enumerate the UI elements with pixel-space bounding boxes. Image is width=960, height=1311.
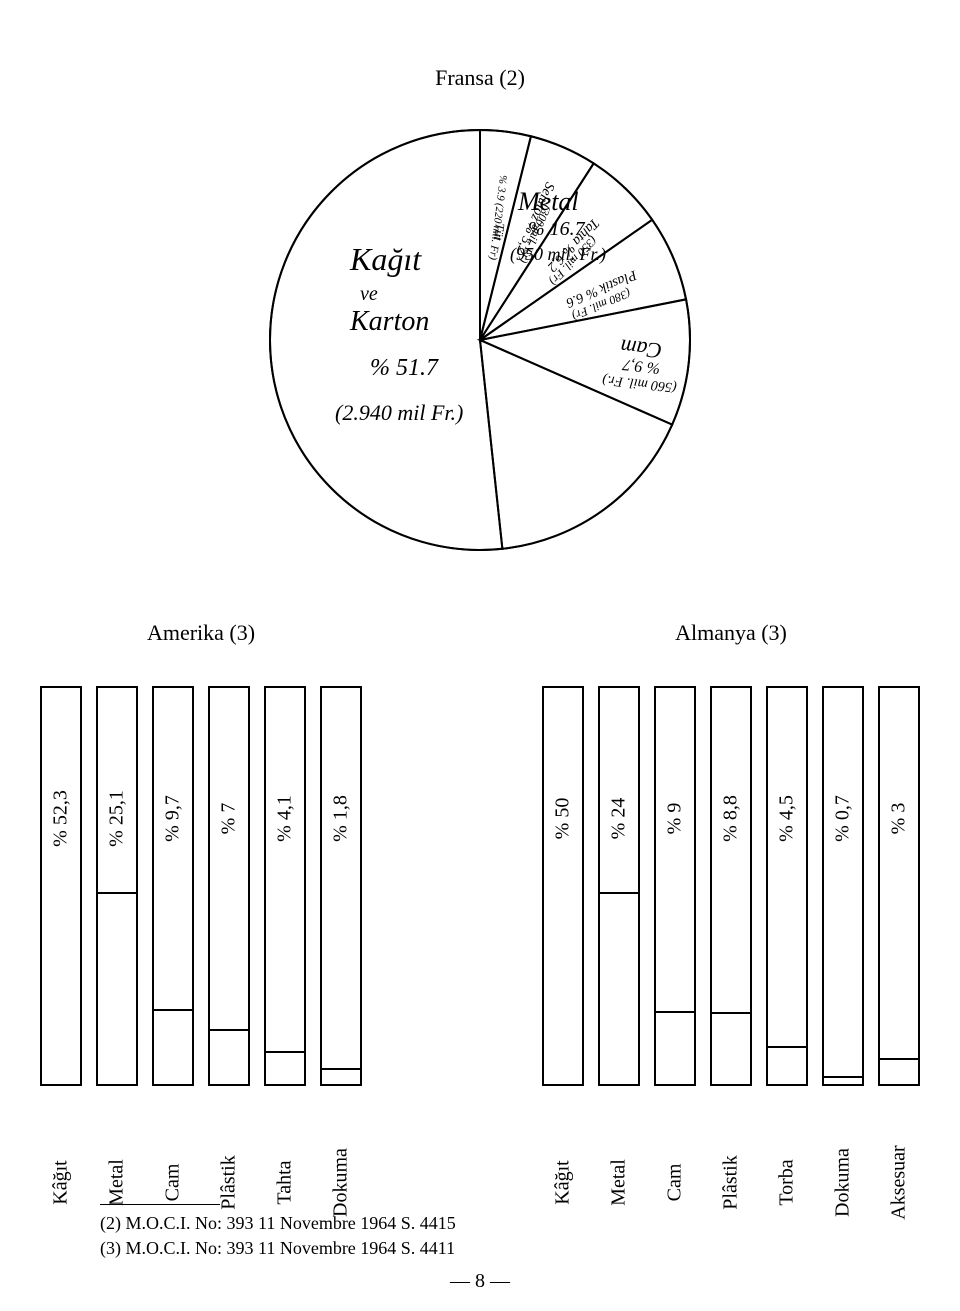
bar-value-label: % 0,7 — [832, 795, 855, 842]
page-number: — 8 — — [0, 1270, 960, 1293]
pie-slice-label: (2.940 mil Fr.) — [335, 400, 463, 425]
bar-cell: % 9,7Cam — [152, 686, 194, 1086]
bar-chart-amerika: Amerika (3) % 52,3Kâğıt % 25,1Metal % 9,7Ca… — [40, 620, 362, 1086]
bar-fill-line — [98, 892, 136, 894]
bar-fill-line — [42, 686, 80, 688]
bar-category-label: Torba — [776, 1159, 799, 1205]
bar-cell: % 3Aksesuar — [878, 686, 920, 1086]
bar-fill-line — [600, 892, 638, 894]
bar-cell: % 7Plâstik — [208, 686, 250, 1086]
bar-chart-title: Amerika (3) — [147, 620, 255, 646]
bar-cell: % 9Cam — [654, 686, 696, 1086]
bar-value-label: % 7 — [218, 802, 241, 834]
bar-value-label: % 25,1 — [106, 790, 129, 847]
bar-cell: % 52,3Kâğıt — [40, 686, 82, 1086]
bar-category-label: Tahta — [274, 1160, 297, 1204]
bar-category-label: Kâğıt — [50, 1160, 73, 1204]
bar-fill-line — [880, 1058, 918, 1060]
pie-slice-label: % 3.9 (220 mil. Fr) — [487, 174, 509, 261]
bar-value-label: % 9,7 — [162, 795, 185, 842]
bar-category-label: Dokuma — [832, 1148, 855, 1217]
bar-category-label: Aksesuar — [888, 1145, 911, 1219]
pie-slice-label: ve — [360, 283, 378, 305]
bar-category-label: Cam — [162, 1164, 185, 1202]
bar-fill-line — [656, 1011, 694, 1013]
bar-category-label: Plâstik — [218, 1155, 241, 1209]
bar-value-label: % 4,1 — [274, 795, 297, 842]
bar-cell: % 24Metal — [598, 686, 640, 1086]
bar-value-label: % 3 — [888, 802, 911, 834]
bar-cell: % 50Kâğıt — [542, 686, 584, 1086]
bar-cell: % 8,8Plâstik — [710, 686, 752, 1086]
bar-cell: % 1,8Dokuma — [320, 686, 362, 1086]
bar-value-label: % 9 — [664, 802, 687, 834]
bar-value-label: % 1,8 — [330, 795, 353, 842]
pie-slice-label: % 51.7 — [370, 355, 439, 381]
bar-chart-almanya: Almanya (3) % 50Kâğıt % 24Metal % 9Cam % 8,8… — [542, 620, 920, 1086]
bar-value-label: % 4,5 — [776, 795, 799, 842]
pie-slice-label: Tüt — [491, 222, 508, 241]
bar-fill-line — [544, 686, 582, 688]
bar-fill-line — [154, 1009, 192, 1011]
bar-chart-title: Almanya (3) — [675, 620, 787, 646]
pie-chart: KağıtveKarton% 51.7(2.940 mil Fr.)Metal%… — [260, 120, 700, 560]
pie-chart-svg: KağıtveKarton% 51.7(2.940 mil Fr.)Metal%… — [260, 120, 700, 560]
bar-value-label: % 50 — [552, 797, 575, 839]
bar-value-label: % 8,8 — [720, 795, 743, 842]
bar-fill-line — [210, 1029, 248, 1031]
bar-cell: % 4,5Torba — [766, 686, 808, 1086]
bar-fill-line — [768, 1046, 806, 1048]
bar-value-label: % 52,3 — [50, 790, 73, 847]
pie-slice-label: Karton — [349, 306, 429, 337]
bar-category-label: Plâstik — [720, 1155, 743, 1209]
bar-category-label: Metal — [608, 1159, 631, 1206]
bar-fill-line — [712, 1012, 750, 1014]
bar-cell: % 4,1Tahta — [264, 686, 306, 1086]
bar-fill-line — [824, 1076, 862, 1078]
bar-value-label: % 24 — [608, 797, 631, 839]
bar-cell: % 25,1Metal — [96, 686, 138, 1086]
bar-row: % 52,3Kâğıt % 25,1Metal % 9,7Cam % 7Plâstik… — [40, 666, 362, 1086]
bar-category-label: Metal — [106, 1159, 129, 1206]
footnote-line-2: (3) M.O.C.I. No: 393 11 Novembre 1964 S.… — [100, 1236, 456, 1261]
footnote-rule — [100, 1204, 220, 1205]
bar-charts-region: Amerika (3) % 52,3Kâğıt % 25,1Metal % 9,7Ca… — [40, 620, 920, 1086]
bar-fill-line — [266, 1051, 304, 1053]
pie-slice-label: Kağıt — [349, 241, 422, 277]
pie-slice — [270, 130, 502, 550]
bar-category-label: Cam — [664, 1164, 687, 1202]
bar-row: % 50Kâğıt % 24Metal % 9Cam % 8,8Plâstik % 4,… — [542, 666, 920, 1086]
footnote-line-1: (2) M.O.C.I. No: 393 11 Novembre 1964 S.… — [100, 1211, 456, 1236]
pie-chart-title: Fransa (2) — [0, 65, 960, 91]
bar-category-label: Kâğıt — [552, 1160, 575, 1204]
footnotes: (2) M.O.C.I. No: 393 11 Novembre 1964 S.… — [100, 1204, 456, 1261]
bar-cell: % 0,7Dokuma — [822, 686, 864, 1086]
bar-fill-line — [322, 1068, 360, 1070]
page: Fransa (2) Kağıt veKarton % 51.7 (2.940 mil… — [0, 0, 960, 1311]
